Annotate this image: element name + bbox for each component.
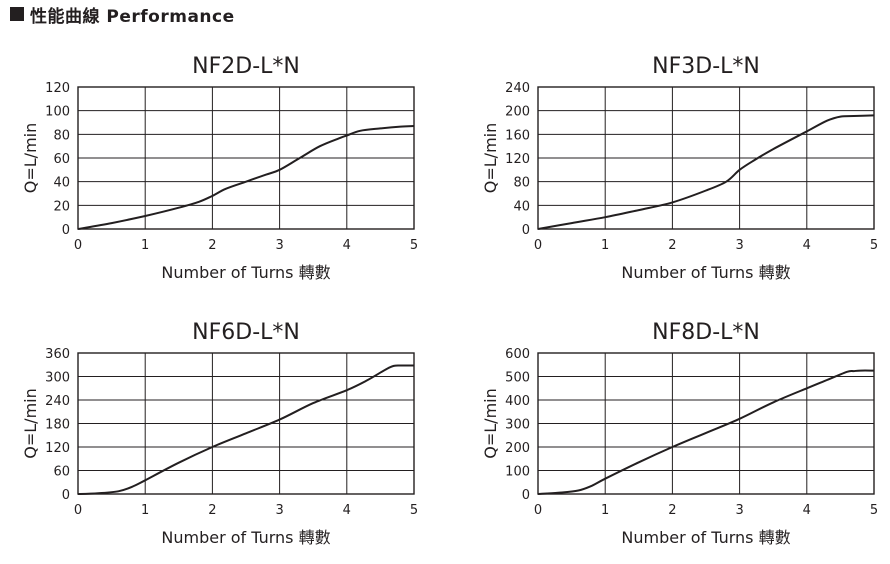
x-tick-label: 4 bbox=[343, 238, 351, 253]
x-tick-label: 3 bbox=[735, 503, 743, 518]
y-tick-label: 80 bbox=[53, 128, 70, 143]
series-line bbox=[537, 114, 875, 230]
series-line bbox=[77, 125, 415, 230]
x-tick-label: 4 bbox=[343, 503, 351, 518]
x-tick-label: 4 bbox=[803, 238, 811, 253]
chart-title: NF2D-L*N bbox=[192, 54, 300, 79]
y-tick-label: 360 bbox=[45, 347, 70, 362]
series-line bbox=[77, 364, 414, 495]
y-tick-label: 500 bbox=[505, 371, 530, 386]
plot-frame bbox=[77, 86, 415, 230]
y-tick-label: 20 bbox=[53, 199, 70, 214]
x-tick-label: 3 bbox=[735, 238, 743, 253]
y-tick-label: 0 bbox=[522, 488, 530, 503]
plot-frame bbox=[77, 352, 415, 495]
square-bullet-icon bbox=[10, 7, 24, 21]
y-tick-label: 200 bbox=[505, 105, 530, 120]
x-tick-label: 1 bbox=[601, 503, 609, 518]
chart-title: NF6D-L*N bbox=[192, 320, 300, 345]
y-tick-label: 100 bbox=[505, 465, 530, 480]
chart-title: NF3D-L*N bbox=[652, 54, 760, 79]
x-tick-label: 4 bbox=[803, 503, 811, 518]
y-tick-label: 240 bbox=[45, 394, 70, 409]
x-tick-label: 3 bbox=[275, 238, 283, 253]
y-axis-label: Q=L/min bbox=[21, 388, 40, 458]
y-tick-label: 40 bbox=[513, 199, 530, 214]
x-tick-label: 5 bbox=[870, 503, 878, 518]
x-tick-label: 0 bbox=[534, 238, 542, 253]
y-axis-label: Q=L/min bbox=[481, 388, 500, 458]
x-tick-label: 2 bbox=[208, 503, 216, 518]
y-tick-label: 300 bbox=[505, 418, 530, 433]
y-tick-label: 100 bbox=[45, 105, 70, 120]
x-tick-label: 5 bbox=[410, 238, 418, 253]
section-header: 性能曲線 Performance bbox=[10, 3, 235, 27]
y-tick-label: 160 bbox=[505, 128, 530, 143]
y-tick-label: 300 bbox=[45, 371, 70, 386]
plot-frame bbox=[537, 352, 875, 495]
y-tick-label: 80 bbox=[513, 176, 530, 191]
x-tick-label: 0 bbox=[74, 238, 82, 253]
y-tick-label: 400 bbox=[505, 394, 530, 409]
y-tick-label: 120 bbox=[45, 81, 70, 96]
section-title: 性能曲線 Performance bbox=[30, 6, 235, 27]
y-tick-label: 600 bbox=[505, 347, 530, 362]
y-tick-label: 0 bbox=[62, 223, 70, 238]
x-axis-label: Number of Turns 轉數 bbox=[621, 263, 790, 282]
y-tick-label: 0 bbox=[522, 223, 530, 238]
series-line bbox=[537, 369, 875, 495]
y-axis-label: Q=L/min bbox=[21, 123, 40, 193]
y-tick-label: 240 bbox=[505, 81, 530, 96]
y-axis-label: Q=L/min bbox=[481, 123, 500, 193]
x-tick-label: 5 bbox=[870, 238, 878, 253]
x-tick-label: 1 bbox=[141, 238, 149, 253]
y-tick-label: 200 bbox=[505, 441, 530, 456]
y-tick-label: 40 bbox=[53, 176, 70, 191]
y-tick-label: 180 bbox=[45, 418, 70, 433]
x-axis-label: Number of Turns 轉數 bbox=[161, 528, 330, 547]
x-axis-label: Number of Turns 轉數 bbox=[161, 263, 330, 282]
x-tick-label: 1 bbox=[601, 238, 609, 253]
y-tick-label: 60 bbox=[53, 152, 70, 167]
x-tick-label: 1 bbox=[141, 503, 149, 518]
x-tick-label: 2 bbox=[668, 238, 676, 253]
y-tick-label: 0 bbox=[62, 488, 70, 503]
x-axis-label: Number of Turns 轉數 bbox=[621, 528, 790, 547]
x-tick-label: 2 bbox=[668, 503, 676, 518]
x-tick-label: 0 bbox=[534, 503, 542, 518]
plot-frame bbox=[537, 86, 875, 230]
chart-title: NF8D-L*N bbox=[652, 320, 760, 345]
y-tick-label: 120 bbox=[505, 152, 530, 167]
x-tick-label: 3 bbox=[275, 503, 283, 518]
x-tick-label: 5 bbox=[410, 503, 418, 518]
y-tick-label: 120 bbox=[45, 441, 70, 456]
y-tick-label: 60 bbox=[53, 465, 70, 480]
x-tick-label: 2 bbox=[208, 238, 216, 253]
x-tick-label: 0 bbox=[74, 503, 82, 518]
